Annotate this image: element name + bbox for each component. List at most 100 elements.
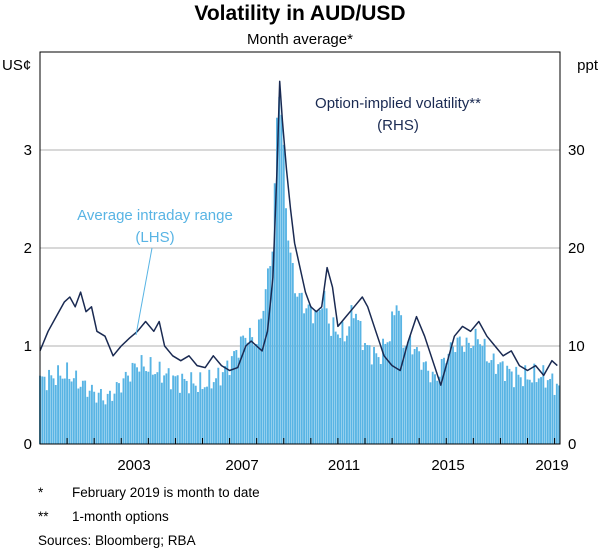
left-tick-label: 1 xyxy=(24,338,32,355)
plot-frame xyxy=(39,51,561,445)
intraday-range-bar xyxy=(176,375,179,444)
intraday-range-bar xyxy=(278,96,281,445)
right-axis-unit: ppt xyxy=(577,57,599,74)
intraday-range-bar xyxy=(522,386,524,444)
intraday-range-bar xyxy=(443,357,445,444)
intraday-range-bar xyxy=(244,337,247,444)
intraday-range-bar xyxy=(131,362,134,444)
intraday-range-bar xyxy=(431,371,434,444)
intraday-range-bar xyxy=(364,343,366,444)
intraday-range-bar xyxy=(327,323,330,444)
intraday-range-bar xyxy=(544,387,547,444)
intraday-range-bar xyxy=(551,373,554,444)
intraday-range-bar xyxy=(440,358,443,444)
intraday-range-bar xyxy=(97,392,100,444)
intraday-range-bar xyxy=(483,338,486,444)
intraday-range-bar xyxy=(312,323,315,444)
intraday-range-bar xyxy=(300,292,303,444)
intraday-range-bar xyxy=(400,315,403,444)
intraday-range-bar xyxy=(149,357,152,444)
intraday-range-bar xyxy=(192,383,195,444)
intraday-range-bar xyxy=(456,337,459,444)
intraday-range-bar xyxy=(219,385,222,444)
intraday-range-bar xyxy=(388,341,391,444)
intraday-range-bar xyxy=(54,385,57,444)
intraday-range-bar xyxy=(72,378,75,444)
intraday-range-bar xyxy=(158,361,161,444)
intraday-range-bar xyxy=(377,357,380,444)
intraday-range-bar xyxy=(264,289,267,444)
intraday-range-bar xyxy=(298,293,301,444)
intraday-range-bar xyxy=(106,393,109,444)
intraday-range-bar xyxy=(555,383,558,444)
intraday-range-bar xyxy=(111,400,114,444)
x-tick-label: 2011 xyxy=(328,457,360,474)
intraday-range-bar xyxy=(197,391,199,444)
intraday-range-bar xyxy=(465,337,468,444)
intraday-range-bar xyxy=(294,293,296,444)
intraday-range-bar xyxy=(336,334,339,444)
intraday-range-bar xyxy=(418,351,421,444)
intraday-range-bar xyxy=(50,375,53,444)
intraday-range-bar xyxy=(494,373,497,444)
intraday-range-bar xyxy=(445,363,448,444)
intraday-range-bar xyxy=(129,381,132,444)
intraday-range-bar xyxy=(63,378,66,444)
intraday-range-bar xyxy=(506,365,509,444)
intraday-range-bar xyxy=(68,378,71,444)
right-tick-label: 0 xyxy=(568,436,576,453)
intraday-range-bar xyxy=(488,362,491,444)
intraday-range-bar xyxy=(246,342,249,444)
left-axis-unit: US¢ xyxy=(2,57,31,74)
intraday-range-bar xyxy=(467,342,470,444)
intraday-range-bar xyxy=(424,361,427,444)
intraday-range-bar xyxy=(104,404,107,444)
intraday-range-bar xyxy=(95,402,98,444)
intraday-range-bar xyxy=(201,389,204,444)
intraday-range-bar xyxy=(109,390,111,444)
intraday-range-bar xyxy=(156,372,159,444)
intraday-range-bar xyxy=(537,378,540,444)
intraday-range-bar xyxy=(41,376,44,444)
intraday-range-bar xyxy=(113,393,116,444)
intraday-range-bar xyxy=(352,318,355,444)
intraday-range-bar xyxy=(528,379,531,444)
intraday-range-bar xyxy=(253,345,256,444)
intraday-range-bar xyxy=(323,290,326,444)
intraday-range-bar xyxy=(269,266,272,444)
intraday-range-bar xyxy=(397,310,400,444)
intraday-range-bar xyxy=(368,345,371,444)
intraday-range-bar xyxy=(510,371,513,444)
intraday-range-bar xyxy=(289,252,292,444)
intraday-range-bar xyxy=(88,390,91,444)
intraday-range-bar xyxy=(165,373,168,444)
intraday-range-bar xyxy=(194,385,197,444)
intraday-range-bar xyxy=(533,363,536,444)
intraday-range-bar xyxy=(321,308,324,444)
intraday-range-bar xyxy=(77,388,80,444)
intraday-range-bar xyxy=(167,368,170,444)
intraday-range-bar xyxy=(86,396,89,444)
intraday-range-bar xyxy=(492,353,495,444)
intraday-range-bar xyxy=(280,114,283,444)
intraday-range-bar xyxy=(267,268,269,444)
intraday-range-bar xyxy=(384,343,387,444)
intraday-range-bar xyxy=(138,371,141,444)
intraday-range-bar xyxy=(330,335,333,444)
x-tick-label: 2007 xyxy=(225,457,258,474)
left-tick-label: 3 xyxy=(24,142,32,159)
intraday-range-bar xyxy=(375,353,378,444)
intraday-range-bar xyxy=(409,335,412,444)
intraday-range-bar xyxy=(203,387,206,444)
intraday-range-bar xyxy=(318,310,321,444)
intraday-range-bar xyxy=(291,263,294,444)
intraday-range-bar xyxy=(235,350,238,444)
intraday-range-bar xyxy=(208,369,211,444)
intraday-range-bar xyxy=(172,375,175,444)
intraday-range-bar xyxy=(255,344,258,444)
intraday-range-bar xyxy=(458,336,461,444)
intraday-range-bar xyxy=(519,377,522,444)
chart-title: Volatility in AUD/USD xyxy=(194,2,405,25)
intraday-range-bar xyxy=(524,365,527,444)
intraday-range-bar xyxy=(151,374,154,444)
